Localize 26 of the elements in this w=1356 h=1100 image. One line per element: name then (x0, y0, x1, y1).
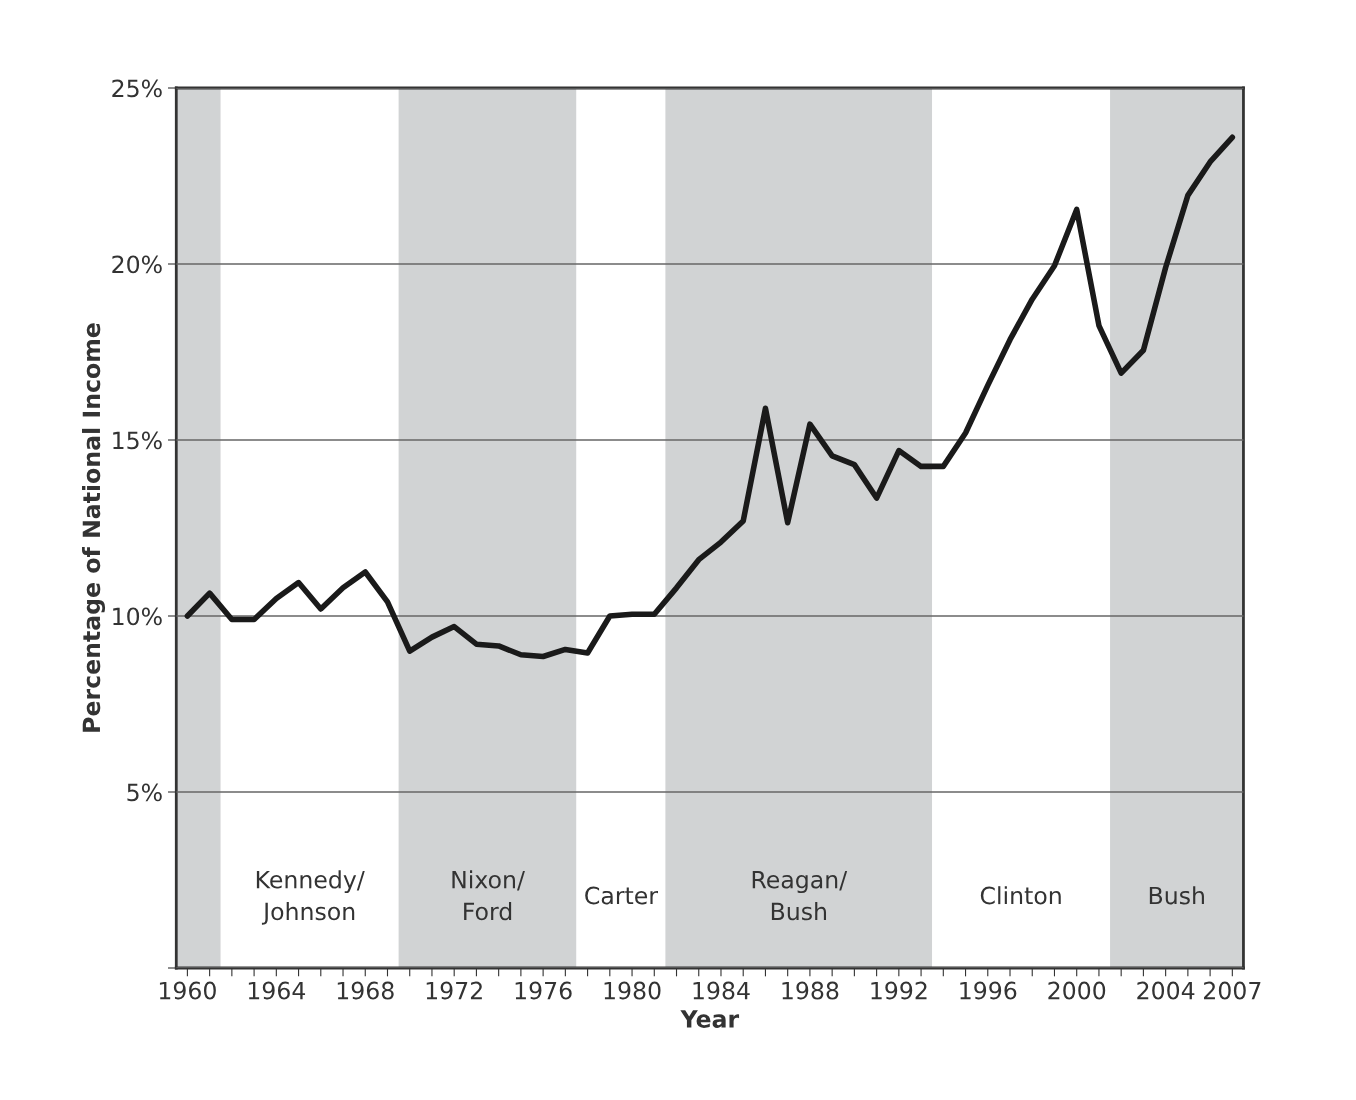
band-label: Carter (585, 886, 659, 905)
y-tick-label: 25% (112, 79, 162, 98)
x-tick-label: 1960 (159, 981, 216, 1000)
y-tick-label: 20% (112, 255, 162, 274)
x-axis-title: Year (680, 1010, 740, 1028)
x-tick-label: 1980 (604, 981, 661, 1000)
x-tick-label: 1992 (871, 981, 927, 1000)
band-label: Reagan/ Bush (752, 870, 848, 921)
x-tick-label: 1964 (248, 981, 306, 1000)
x-tick-label: 1996 (960, 981, 1017, 1000)
x-tick-label: 1988 (782, 981, 839, 1000)
band-label: Kennedy/ Johnson (256, 870, 365, 925)
x-tick-label: 2004 (1137, 981, 1195, 1000)
x-tick-label: 1976 (515, 981, 572, 1000)
band-label: Nixon/ Ford (452, 870, 525, 921)
y-tick-label: 15% (113, 431, 162, 450)
x-tick-label: 2007 (1204, 981, 1261, 1000)
band-label: Clinton (980, 886, 1061, 905)
y-axis-title: Percentage of National Income (82, 323, 106, 732)
x-tick-label: 1984 (693, 981, 750, 1000)
x-tick-label: 1972 (426, 981, 482, 1000)
band-label: Bush (1149, 886, 1204, 905)
x-tick-label: 2000 (1048, 981, 1106, 1000)
x-tick-label: 1968 (337, 981, 394, 1000)
y-tick-label: 5% (127, 783, 162, 802)
y-tick-label: 10% (113, 607, 162, 626)
